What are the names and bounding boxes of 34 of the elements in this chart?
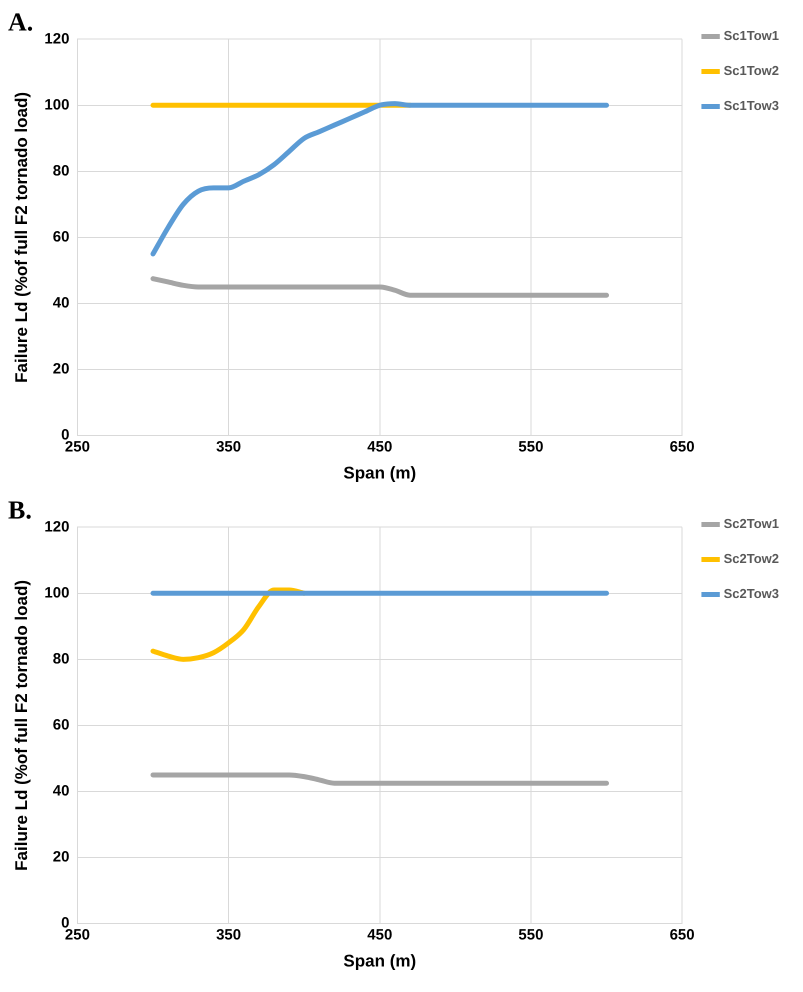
y-tick-label: 40: [52, 294, 70, 312]
legend-label: Sc1Tow2: [724, 63, 779, 78]
x-tick-label: 450: [367, 438, 392, 456]
x-tick-label: 650: [670, 926, 695, 944]
y-tick-label: 80: [52, 162, 70, 180]
y-tick-label: 120: [44, 30, 70, 48]
legend-label: Sc2Tow2: [724, 551, 779, 566]
chart-title: B.: [8, 495, 32, 524]
x-tick-label: 250: [64, 438, 90, 456]
y-tick-label: 60: [52, 716, 70, 734]
legend-label: Sc2Tow3: [724, 586, 779, 602]
y-tick-label: 100: [44, 96, 70, 114]
y-tick-label: 20: [52, 360, 70, 378]
y-axis-title: Failure Ld (%of full F2 tornado load): [12, 92, 31, 383]
x-tick-label: 450: [367, 926, 392, 944]
chart-title: A.: [8, 7, 34, 36]
y-tick-label: 80: [52, 650, 70, 668]
y-axis-title: Failure Ld (%of full F2 tornado load): [12, 580, 31, 871]
x-tick-label: 350: [216, 926, 242, 944]
y-tick-label: 100: [44, 584, 70, 602]
legend-label: Sc1Tow1: [724, 28, 779, 44]
y-tick-label: 40: [52, 782, 70, 800]
x-axis-title: Span (m): [343, 951, 416, 970]
legend-label: Sc1Tow3: [724, 98, 779, 114]
legend-label: Sc2Tow1: [724, 516, 779, 532]
x-tick-label: 650: [670, 438, 695, 456]
x-tick-label: 250: [64, 926, 90, 944]
y-tick-label: 60: [52, 228, 70, 246]
x-axis-title: Span (m): [343, 463, 416, 482]
y-tick-label: 20: [52, 848, 70, 866]
x-tick-label: 550: [518, 926, 544, 944]
y-tick-label: 120: [44, 518, 70, 536]
x-tick-label: 350: [216, 438, 242, 456]
x-tick-label: 550: [518, 438, 544, 456]
